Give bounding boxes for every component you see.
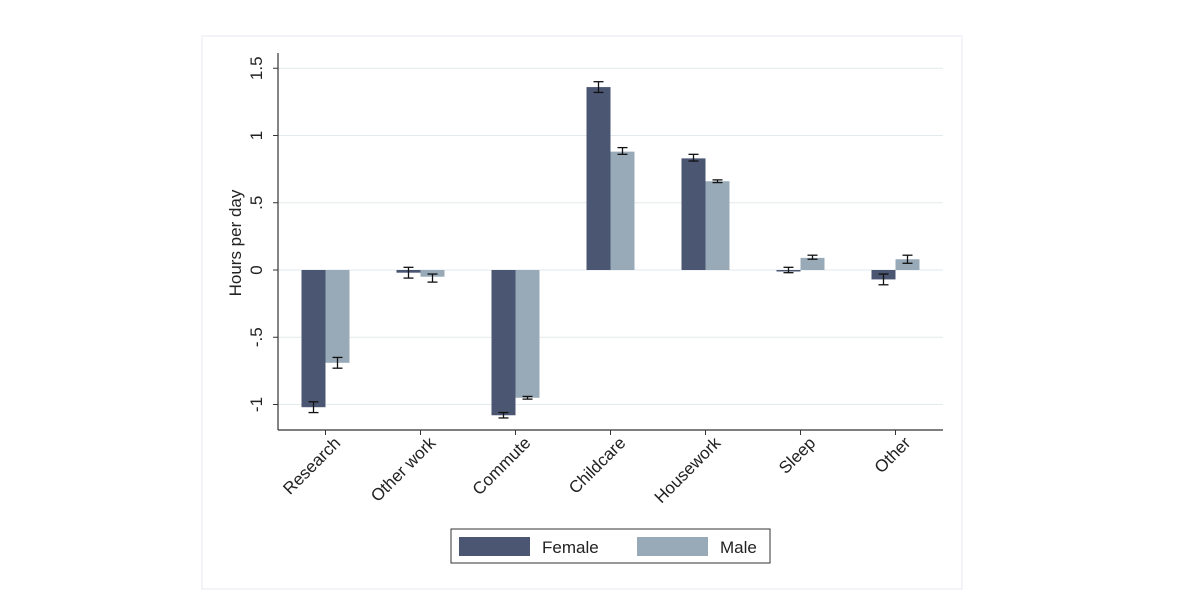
bar-female bbox=[491, 270, 516, 416]
legend-swatch-male bbox=[637, 537, 708, 556]
y-axis-label: Hours per day bbox=[226, 189, 245, 296]
legend-label-male: Male bbox=[720, 538, 757, 557]
y-tick-label: 0 bbox=[247, 265, 266, 274]
bar-male bbox=[610, 151, 635, 270]
bar-female bbox=[301, 270, 326, 408]
bar-male bbox=[705, 181, 730, 270]
axes bbox=[273, 53, 943, 435]
error-bars bbox=[308, 81, 913, 419]
bar-male bbox=[420, 270, 445, 277]
bar-female bbox=[586, 87, 611, 270]
y-tick-label: 1.5 bbox=[247, 56, 266, 80]
bar-male bbox=[325, 270, 350, 363]
y-tick-label: -.5 bbox=[247, 327, 266, 347]
bar-male bbox=[800, 257, 825, 270]
bar-female bbox=[681, 158, 706, 270]
bar-male bbox=[515, 270, 540, 398]
bar-male bbox=[895, 259, 920, 270]
y-tick-label: .5 bbox=[247, 196, 266, 210]
y-tick-label: -1 bbox=[247, 397, 266, 412]
y-tick-label: 1 bbox=[247, 131, 266, 140]
bars bbox=[301, 87, 920, 416]
legend-label-female: Female bbox=[542, 538, 599, 557]
y-tick-labels: -1 -.5 0 .5 1 1.5 bbox=[247, 56, 266, 412]
legend-swatch-female bbox=[459, 537, 530, 556]
legend: Female Male bbox=[450, 528, 771, 564]
